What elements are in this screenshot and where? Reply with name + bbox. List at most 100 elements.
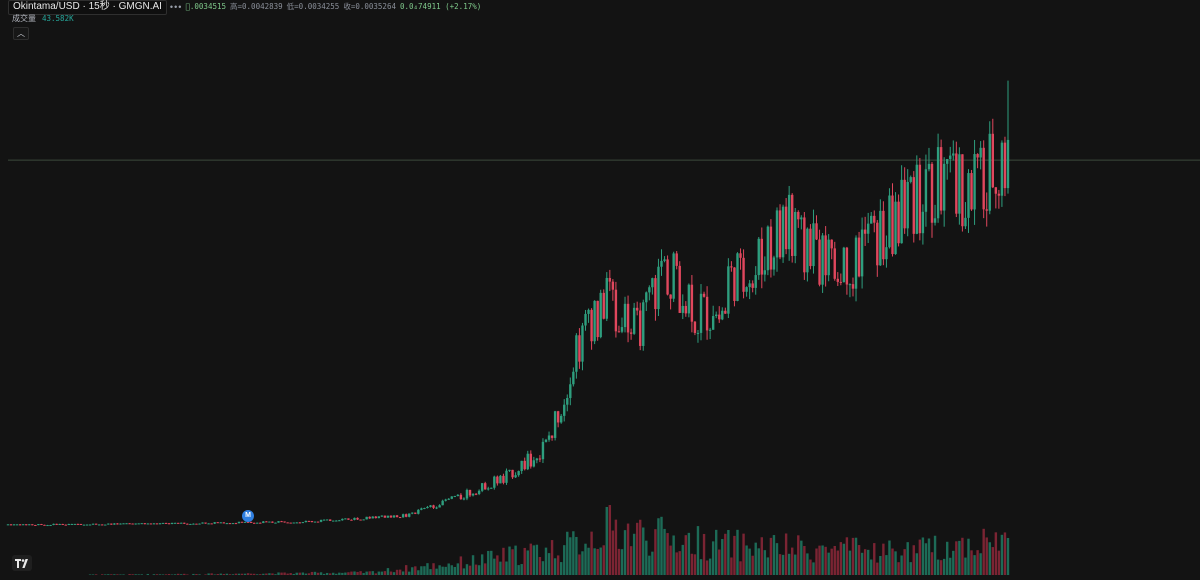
candle-body (766, 226, 770, 271)
chevron-up-icon[interactable]: ︿ (13, 27, 29, 40)
candle-body (426, 506, 429, 509)
candle-body (353, 517, 356, 520)
candle-body (815, 223, 818, 240)
candle-body (964, 217, 967, 227)
candle-body (158, 523, 162, 525)
volume-bar (414, 566, 417, 575)
symbol-title[interactable]: Okintama/USD · 15秒 · GMGN.AI (8, 0, 167, 15)
candle-body (833, 248, 836, 279)
candle-body (253, 522, 256, 524)
volume-bar (344, 572, 347, 575)
candle-body (715, 314, 718, 317)
volume-bar (961, 537, 964, 575)
volume-bar (508, 546, 511, 575)
candle-body (566, 398, 569, 405)
volume-bar (797, 535, 800, 575)
volume-bar (669, 545, 672, 575)
volume-bar (487, 550, 490, 575)
candle-body (988, 133, 991, 211)
volume-bar (356, 571, 359, 575)
candle-body (781, 206, 785, 258)
marker-badge[interactable]: M (242, 510, 254, 522)
candle-body (918, 164, 922, 234)
volume-bar (459, 556, 463, 575)
candle-body (380, 515, 384, 517)
volume-bar (225, 573, 229, 575)
candle-body (365, 516, 368, 520)
volume-bar (711, 541, 715, 575)
candle-body (885, 247, 888, 260)
candle-body (55, 523, 58, 525)
low-value: 低=0.0034255 (286, 2, 340, 11)
volume-bar (286, 573, 289, 575)
candle-body (82, 524, 86, 526)
candle-body (21, 524, 25, 526)
candle-body (368, 516, 371, 519)
volume-bar (724, 533, 727, 575)
candle-body (775, 210, 779, 258)
candle-body (632, 307, 636, 334)
candle-body (140, 523, 143, 525)
volume-label: 成交量 (12, 14, 36, 23)
high-value: 高=0.0042839 (230, 2, 283, 11)
candle-body (863, 229, 867, 234)
volume-bar (450, 565, 453, 575)
tradingview-logo-icon[interactable] (12, 555, 32, 571)
candle-body (824, 235, 827, 276)
volume-bar (210, 573, 213, 575)
volume-bar (678, 551, 681, 575)
candle-body (259, 522, 262, 524)
candle-body (879, 210, 882, 266)
more-dots-icon[interactable]: ••• (169, 2, 183, 12)
volume-bar (672, 535, 675, 575)
volume-bar (809, 559, 812, 575)
candle-body (237, 521, 241, 524)
candle-body (201, 522, 204, 524)
volume-bar (654, 529, 657, 575)
volume-bar (933, 535, 937, 575)
volume-bar (605, 506, 608, 575)
candle-body (882, 210, 885, 260)
candle-body (447, 498, 450, 500)
candle-body (806, 228, 809, 273)
candle-body (812, 223, 815, 267)
candle-body (818, 239, 821, 285)
volume-bar (997, 550, 1001, 575)
volume-bar (806, 553, 809, 575)
candle-body (243, 521, 247, 523)
volume-bar (705, 560, 709, 575)
volume-bar (511, 549, 514, 575)
candle-body (623, 303, 627, 328)
candle-body (873, 215, 876, 223)
candle-body (173, 522, 177, 524)
candle-body (417, 509, 420, 514)
candle-body (310, 521, 314, 523)
candle-body (9, 524, 13, 526)
candle-body (854, 237, 858, 289)
volume-bar (991, 547, 995, 575)
volume-legend: 成交量 43.582K (12, 13, 74, 25)
candle-body (31, 524, 34, 526)
volume-bar (353, 571, 356, 575)
volume-bar (341, 572, 344, 575)
candle-body (599, 292, 602, 338)
candle-body (113, 523, 116, 525)
candle-body (271, 521, 274, 523)
candle-body (325, 519, 329, 521)
candle-body (866, 223, 870, 234)
candle-body (389, 515, 393, 518)
volume-bar (848, 550, 852, 575)
candle-body (499, 475, 502, 484)
candle-body (517, 471, 520, 476)
volume-bar (496, 555, 499, 575)
volume-bar (240, 573, 244, 575)
volume-bar (423, 566, 426, 575)
volume-bar (411, 567, 414, 575)
volume-bar (626, 523, 630, 575)
volume-bar (936, 559, 940, 575)
volume-bar (778, 554, 782, 575)
volume-bar (192, 573, 195, 575)
volume-bar (897, 562, 900, 575)
